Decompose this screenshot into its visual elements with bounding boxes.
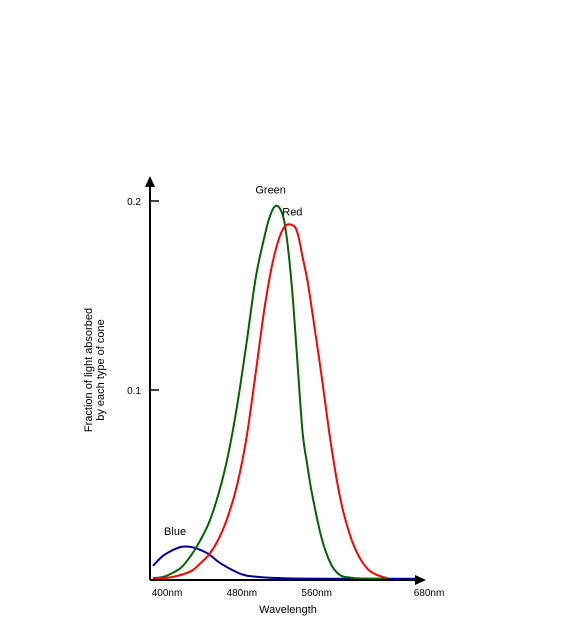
x-tick-label: 680nm — [414, 588, 445, 599]
blue-cone-curve — [152, 545, 415, 580]
green-series-label: Green — [255, 185, 286, 197]
y-tick-label: 0.2 — [127, 197, 141, 208]
x-axis-title: Wavelength — [259, 604, 317, 616]
axes-group — [145, 176, 426, 585]
y-axis-title-line-2: by each type of cone — [95, 319, 107, 421]
blue-series-label: Blue — [164, 526, 186, 538]
red-cone-curve — [152, 223, 388, 580]
ticks-group: 0.1 0.2 400nm 480nm 560nm 680nm — [127, 197, 444, 599]
red-series-label: Red — [282, 207, 302, 219]
y-axis-arrowhead — [145, 176, 155, 187]
y-tick-label: 0.1 — [127, 386, 141, 397]
curves-group — [152, 204, 415, 580]
green-cone-curve — [152, 204, 387, 580]
x-axis-arrowhead — [415, 575, 426, 585]
x-tick-label: 560nm — [301, 588, 332, 599]
series-labels-group: Blue Green Red — [164, 185, 302, 538]
y-axis-title-line-1: Fraction of light absorbed — [83, 308, 95, 432]
x-tick-label: 480nm — [227, 588, 258, 599]
x-tick-label: 400nm — [152, 588, 183, 599]
